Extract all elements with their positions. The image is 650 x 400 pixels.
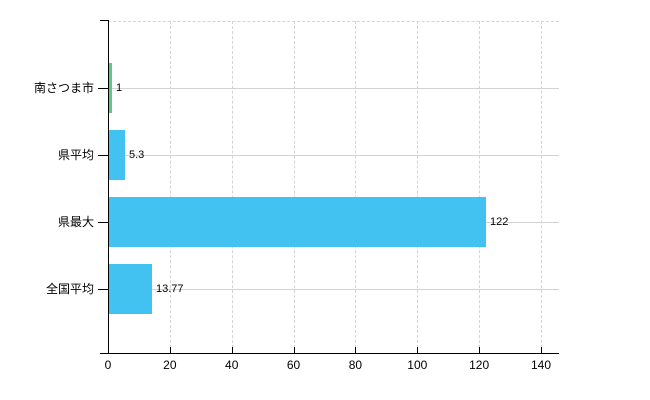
bar xyxy=(109,130,125,180)
category-label: 県最大 xyxy=(57,215,94,229)
x-axis-tick-label: 80 xyxy=(348,358,363,372)
x-axis-tick-label: 40 xyxy=(225,358,239,372)
vertical-gridline xyxy=(231,21,233,353)
category-gridline xyxy=(109,88,559,89)
x-axis-tick xyxy=(479,347,481,353)
x-axis-tick xyxy=(541,347,542,353)
y-axis-tick xyxy=(98,289,108,290)
x-axis-tick xyxy=(231,347,233,353)
category-gridline xyxy=(109,155,559,156)
x-axis-tick-label: 140 xyxy=(530,358,552,372)
x-axis-tick xyxy=(417,347,419,353)
y-axis-tick xyxy=(98,155,108,156)
vertical-gridline xyxy=(355,21,357,353)
bar xyxy=(109,264,152,314)
vertical-gridline xyxy=(169,21,171,353)
y-axis-tick xyxy=(98,88,108,89)
x-axis-tick xyxy=(169,347,171,353)
vertical-gridline xyxy=(417,21,419,353)
bar-value-label: 13.77 xyxy=(156,283,184,295)
bar-value-label: 5.3 xyxy=(129,149,145,161)
plot-top-gridline xyxy=(108,21,559,22)
x-axis-tick xyxy=(355,347,357,353)
y-axis-tick xyxy=(98,222,108,223)
x-axis-tick-label: 20 xyxy=(163,358,177,372)
y-axis-top-cap xyxy=(100,20,108,21)
vertical-gridline xyxy=(293,21,295,353)
x-axis-tick-label: 0 xyxy=(104,358,112,372)
vertical-gridline xyxy=(479,21,481,353)
x-axis-tick-label: 120 xyxy=(469,358,490,372)
category-gridline xyxy=(109,289,559,290)
bar xyxy=(109,63,112,113)
bar xyxy=(109,197,486,247)
y-axis-line xyxy=(108,20,109,353)
x-axis-line xyxy=(100,353,559,354)
bar-value-label: 1 xyxy=(116,82,123,94)
category-label: 県平均 xyxy=(57,148,94,162)
x-axis-tick-label: 100 xyxy=(407,358,428,372)
bar-value-label: 122 xyxy=(490,216,509,228)
category-label: 南さつま市 xyxy=(33,81,94,95)
category-label: 全国平均 xyxy=(45,282,94,296)
x-axis-tick xyxy=(293,347,295,353)
x-axis-tick-label: 60 xyxy=(286,358,301,372)
vertical-gridline xyxy=(541,21,542,353)
